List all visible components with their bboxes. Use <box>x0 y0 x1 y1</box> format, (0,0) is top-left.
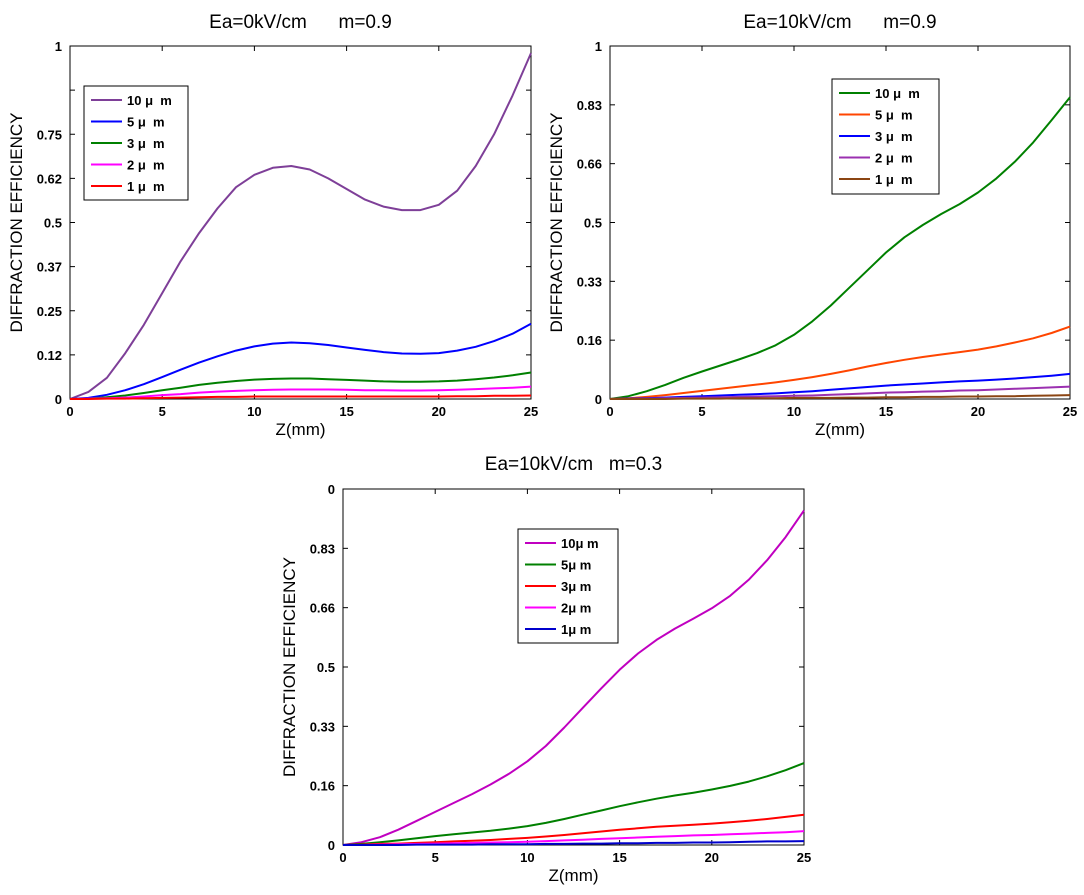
legend-label: 2 μ m <box>875 151 913 166</box>
y-tick-label: 0.5 <box>317 660 335 675</box>
chart-title: Ea=10kV/cm m=0.3 <box>485 454 662 475</box>
x-tick-label: 25 <box>524 404 538 419</box>
x-tick-label: 15 <box>612 850 626 865</box>
y-tick-label: 0.83 <box>577 98 602 113</box>
y-tick-label: 0 <box>595 392 602 407</box>
legend-label: 5 μ m <box>127 115 165 130</box>
y-tick-label: 0.16 <box>310 779 335 794</box>
legend-label: 1 μ m <box>127 179 165 194</box>
x-tick-label: 20 <box>705 850 719 865</box>
y-axis-label: DIFFRACTION EFFICIENCY <box>7 112 26 332</box>
legend-label: 10μ m <box>561 536 599 551</box>
y-tick-label: 0.5 <box>584 216 602 231</box>
legend-label: 5μ m <box>561 558 591 573</box>
x-axis-label: Z(mm) <box>548 866 598 885</box>
y-tick-label: 0.16 <box>577 333 602 348</box>
y-tick-label: 0.25 <box>37 304 62 319</box>
x-tick-label: 5 <box>698 404 705 419</box>
y-tick-label: 0.66 <box>577 157 602 172</box>
chart-title: Ea=10kV/cm m=0.9 <box>743 12 936 33</box>
y-tick-label: 0.66 <box>310 601 335 616</box>
chart-3: Ea=10kV/cm m=0.3 0 5 10 15 20 25 0 0.16 0.33 0.5 0.… <box>280 454 811 885</box>
x-tick-label: 25 <box>797 850 811 865</box>
y-tick-label: 1 <box>595 39 602 54</box>
legend-label: 10 μ m <box>875 86 920 101</box>
x-tick-label: 20 <box>971 404 985 419</box>
legend-label: 3 μ m <box>875 129 913 144</box>
x-axis-label: Z(mm) <box>815 420 865 439</box>
y-tick-label: 0 <box>328 482 335 497</box>
legend-label: 10 μ m <box>127 93 172 108</box>
chart-1: Ea=0kV/cm m=0.9 0 5 10 15 20 25 0 0.12 0.25 0.37 0.… <box>7 12 538 439</box>
legend-label: 5 μ m <box>875 108 913 123</box>
y-tick-label: 0 <box>55 392 62 407</box>
y-tick-label: 0.33 <box>310 719 335 734</box>
x-tick-label: 15 <box>339 404 353 419</box>
x-tick-label: 10 <box>247 404 261 419</box>
series-line-2 <box>343 763 804 845</box>
y-tick-label: 0.83 <box>310 541 335 556</box>
legend-label: 2μ m <box>561 601 591 616</box>
x-tick-label: 10 <box>520 850 534 865</box>
chart-2: Ea=10kV/cm m=0.9 0 5 10 15 20 25 0 0.16 0.33 0.5 0.… <box>547 12 1077 439</box>
y-tick-label: 0.5 <box>44 216 62 231</box>
y-axis-label: DIFFRACTION EFFICIENCY <box>547 112 566 332</box>
x-tick-label: 25 <box>1063 404 1077 419</box>
x-tick-label: 5 <box>159 404 166 419</box>
series-line-2 <box>70 324 531 399</box>
y-tick-label: 0.75 <box>37 127 62 142</box>
y-tick-label: 1 <box>55 39 62 54</box>
legend-label: 1 μ m <box>875 172 913 187</box>
legend-label: 2 μ m <box>127 158 165 173</box>
y-tick-label: 0 <box>328 838 335 853</box>
x-tick-label: 0 <box>66 404 73 419</box>
legend-label: 1μ m <box>561 622 591 637</box>
x-tick-label: 10 <box>787 404 801 419</box>
x-tick-label: 5 <box>432 850 439 865</box>
y-axis-label: DIFFRACTION EFFICIENCY <box>280 557 299 777</box>
y-tick-label: 0.62 <box>37 171 62 186</box>
chart-title: Ea=0kV/cm m=0.9 <box>209 12 392 33</box>
legend-label: 3μ m <box>561 579 591 594</box>
x-axis-label: Z(mm) <box>275 420 325 439</box>
x-tick-label: 0 <box>339 850 346 865</box>
y-tick-label: 0.37 <box>37 260 62 275</box>
legend-label: 3 μ m <box>127 136 165 151</box>
x-tick-label: 0 <box>606 404 613 419</box>
y-tick-label: 0.33 <box>577 274 602 289</box>
x-tick-label: 15 <box>879 404 893 419</box>
x-tick-label: 20 <box>432 404 446 419</box>
y-tick-label: 0.12 <box>37 348 62 363</box>
